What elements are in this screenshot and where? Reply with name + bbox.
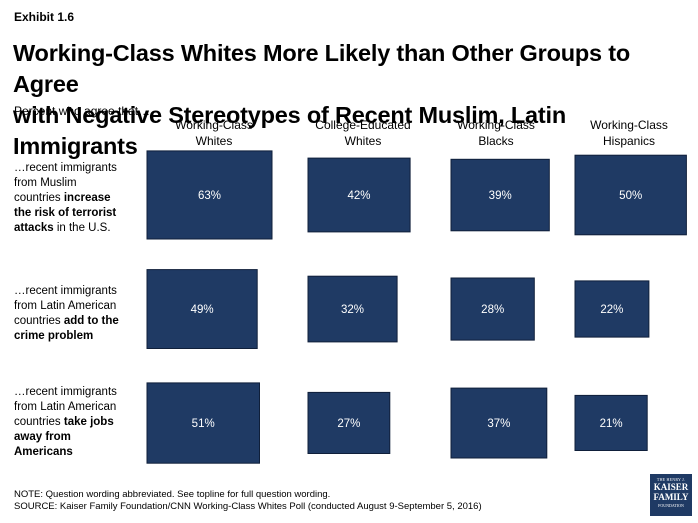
row-label-jobs: …recent immigrants from Latin American c…: [14, 386, 117, 458]
column-header-working-class-blacks: Working-Class Blacks: [457, 118, 535, 148]
value-box-r2-c3: [574, 394, 648, 451]
chart-title-line-2: with Negative Stereotypes of Recent Musl…: [13, 102, 567, 159]
value-label-r2-c2: 37%: [487, 418, 510, 430]
kff-logo: THE HENRY J. KAISER FAMILY FOUNDATION: [650, 474, 692, 516]
value-box-r1-c0: [146, 269, 258, 350]
column-header-working-class-whites: Working-Class Whites: [175, 118, 253, 148]
value-label-r2-c1: 27%: [337, 418, 360, 430]
value-box-r0-c1: [307, 157, 411, 233]
column-header-college-educated-whites: College-Educated Whites: [315, 118, 411, 148]
source-text: SOURCE: Kaiser Family Foundation/CNN Wor…: [14, 501, 482, 512]
note-text: NOTE: Question wording abbreviated. See …: [14, 489, 331, 500]
chart-title: Working-Class Whites More Likely than Ot…: [13, 38, 693, 162]
value-label-r2-c0: 51%: [192, 418, 215, 430]
value-label-r2-c3: 21%: [600, 418, 623, 430]
value-label-r1-c3: 22%: [600, 304, 623, 316]
row-label-crime: …recent immigrants from Latin American c…: [14, 285, 119, 342]
column-header-working-class-hispanics: Working-Class Hispanics: [590, 118, 668, 148]
value-label-r0-c3: 50%: [619, 190, 642, 202]
value-label-r1-c1: 32%: [341, 304, 364, 316]
value-box-r1-c1: [307, 275, 398, 343]
chart-subtitle: Percent who agree that…: [14, 104, 151, 118]
exhibit-label: Exhibit 1.6: [14, 10, 75, 24]
value-box-r0-c3: [574, 154, 687, 236]
row-label-terrorism: …recent immigrants from Muslim countries…: [14, 162, 117, 234]
value-box-r2-c0: [146, 382, 260, 464]
chart-title-line-1: Working-Class Whites More Likely than Ot…: [13, 40, 631, 97]
value-label-r0-c1: 42%: [347, 190, 370, 202]
value-box-r2-c1: [307, 391, 391, 454]
value-box-r0-c2: [450, 158, 550, 232]
value-label-r0-c2: 39%: [489, 190, 512, 202]
value-label-r0-c0: 63%: [198, 190, 221, 202]
value-label-r1-c2: 28%: [481, 304, 504, 316]
value-box-r0-c0: [146, 150, 273, 240]
value-label-r1-c0: 49%: [191, 304, 214, 316]
value-box-r2-c2: [450, 387, 548, 459]
value-box-r1-c2: [450, 277, 535, 341]
value-box-r1-c3: [574, 280, 650, 338]
